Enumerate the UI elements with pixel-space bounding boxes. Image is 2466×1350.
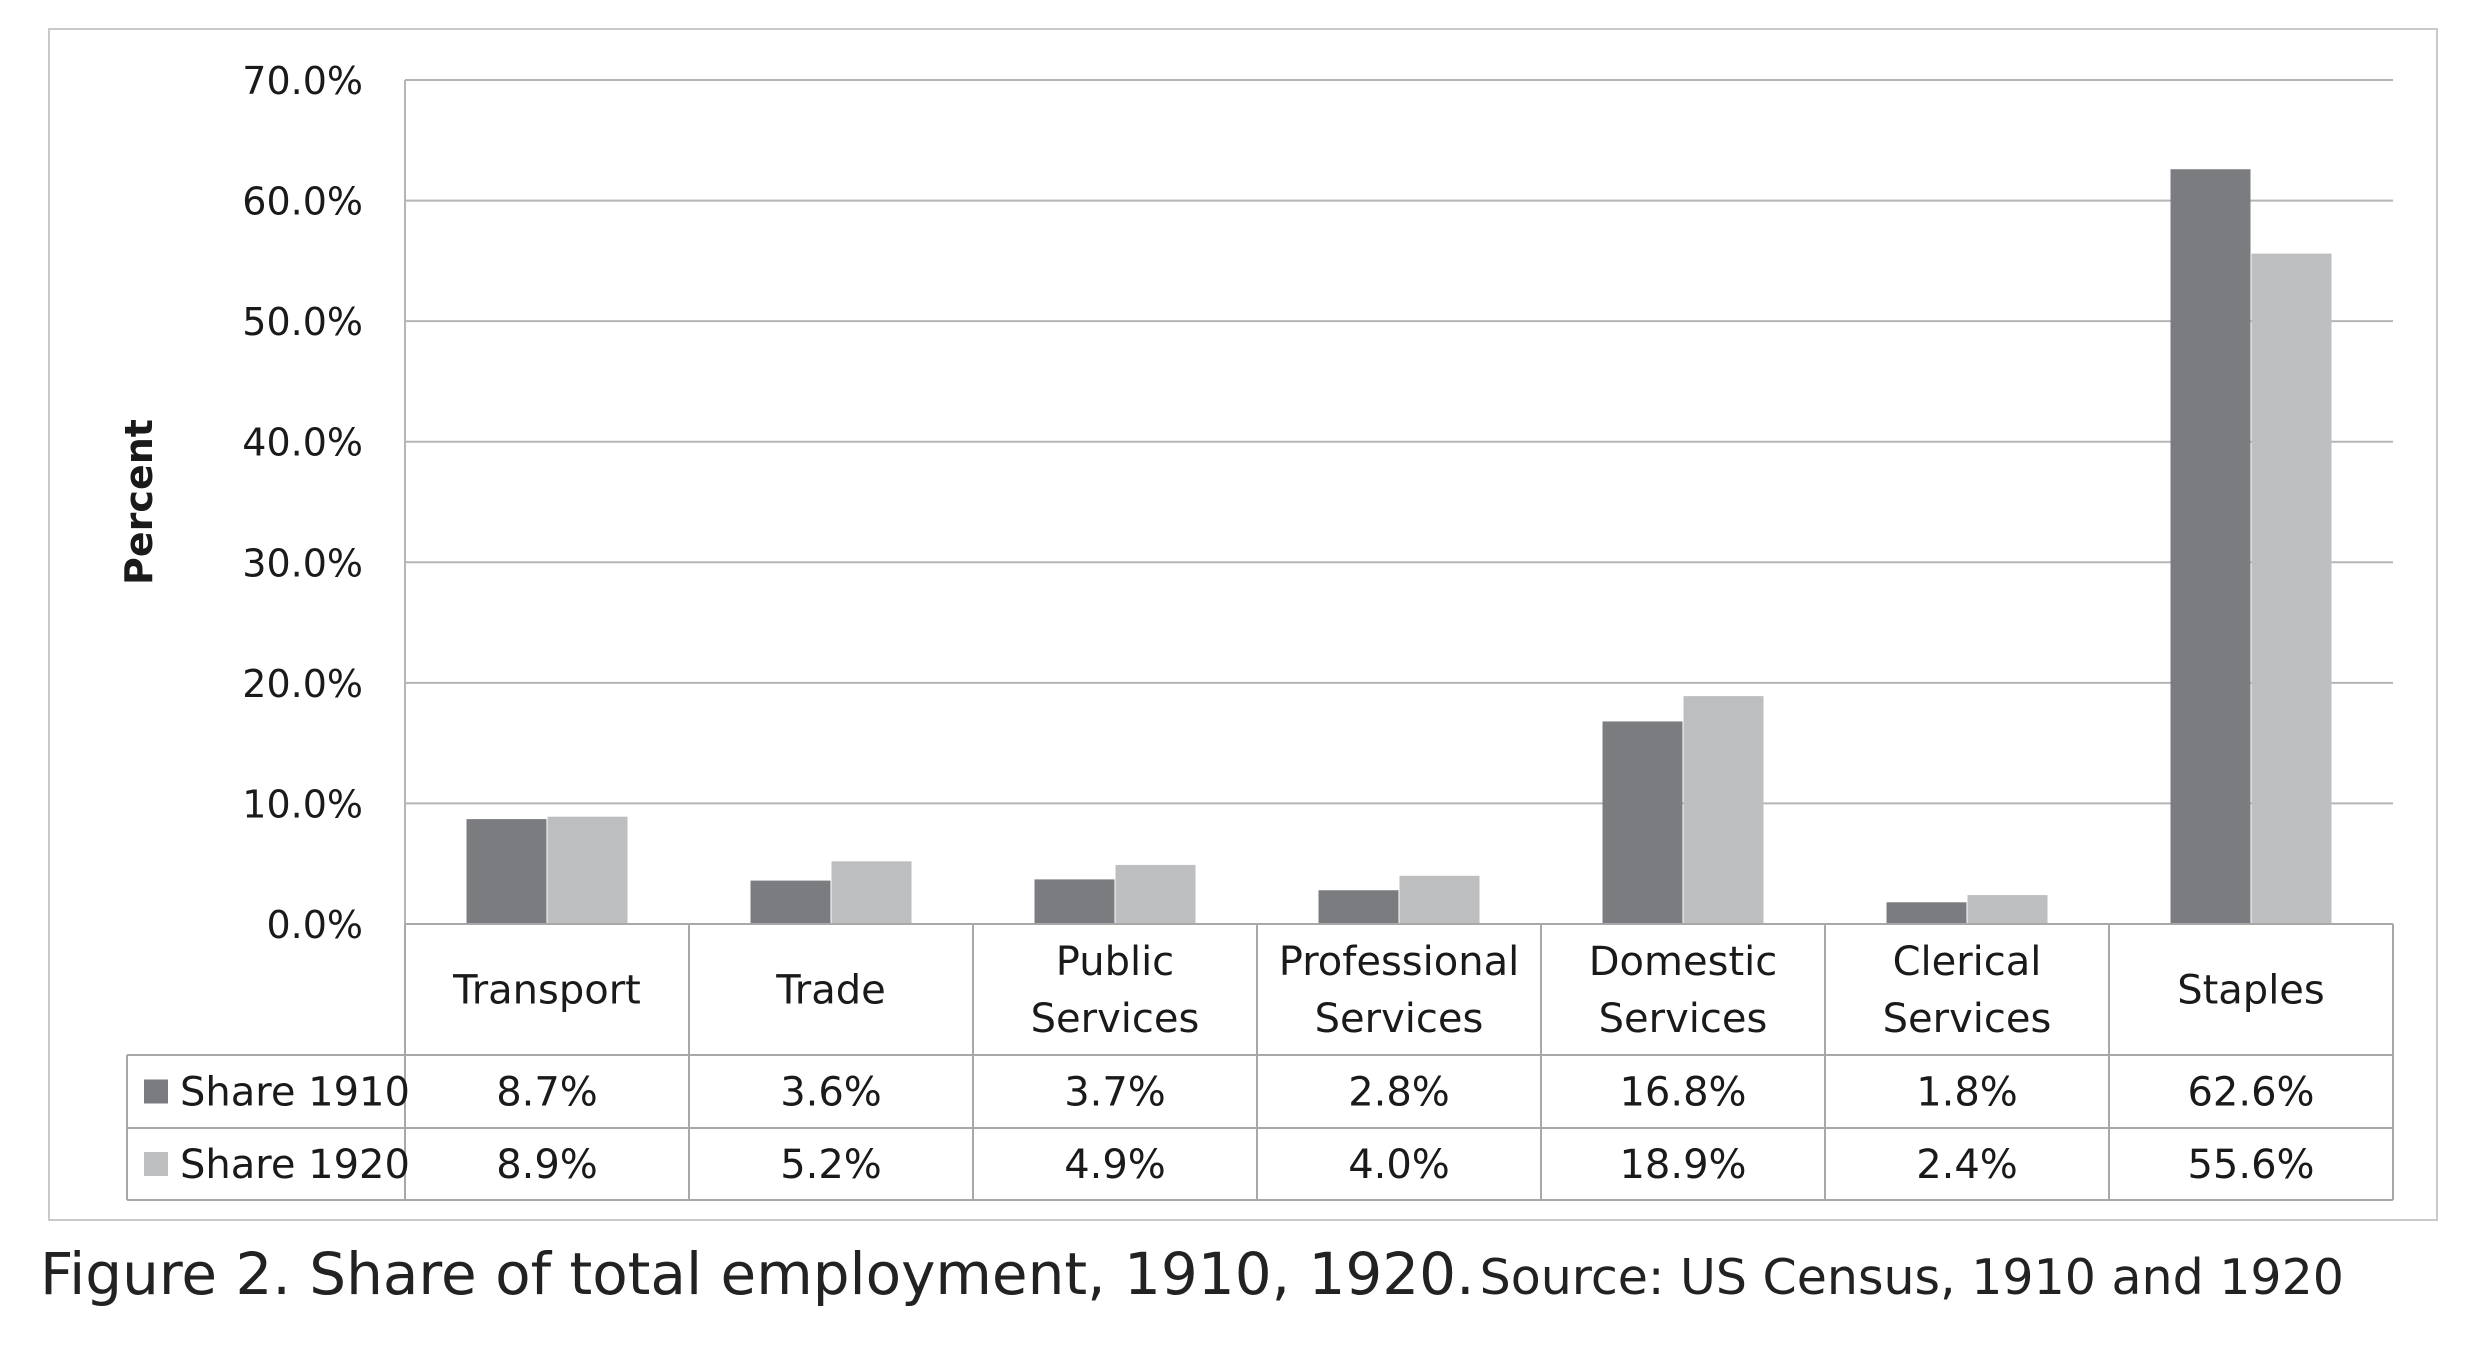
caption-title: Figure 2. Share of total employment, 191… [40, 1240, 1475, 1308]
y-tick-label: 40.0% [242, 421, 363, 465]
category-label-6: Clerical [1893, 939, 2042, 985]
data-label-1-2: 3.6% [780, 1070, 882, 1116]
bar-2-4 [1399, 875, 1480, 924]
category-label-3: Services [1031, 996, 1200, 1042]
caption-source: Source: US Census, 1910 and 1920 [1479, 1249, 2344, 1306]
bar-1-6 [1886, 902, 1967, 924]
bar-1-5 [1602, 721, 1683, 924]
category-label-4: Professional [1279, 939, 1519, 985]
bar-1-1 [466, 819, 547, 924]
category-label-6: Services [1883, 996, 2052, 1042]
category-label-7: Staples [2177, 968, 2325, 1014]
data-label-1-3: 3.7% [1064, 1070, 1166, 1116]
data-label-1-1: 8.7% [496, 1070, 598, 1116]
category-label-2: Trade [775, 968, 886, 1014]
figure-caption: Figure 2. Share of total employment, 191… [40, 1240, 2344, 1308]
bar-1-7 [2170, 169, 2251, 925]
legend-swatch-2 [144, 1152, 168, 1176]
data-label-1-6: 1.8% [1916, 1070, 2018, 1116]
bar-2-1 [547, 816, 628, 924]
category-label-4: Services [1315, 996, 1484, 1042]
data-label-2-3: 4.9% [1064, 1142, 1166, 1188]
bar-2-5 [1683, 696, 1764, 924]
legend-swatch-1 [144, 1079, 168, 1104]
data-label-1-7: 62.6% [2187, 1070, 2314, 1116]
y-axis-title: Percent [117, 419, 161, 585]
data-label-1-4: 2.8% [1348, 1070, 1450, 1116]
category-label-5: Services [1599, 996, 1768, 1042]
y-tick-label: 10.0% [242, 782, 363, 826]
bar-1-3 [1034, 879, 1115, 924]
data-label-2-1: 8.9% [496, 1142, 598, 1188]
category-label-5: Domestic [1589, 939, 1777, 985]
bar-1-4 [1318, 890, 1399, 924]
bar-1-2 [750, 880, 831, 924]
bar-chart: 0.0% 10.0% 20.0% 30.0% 40.0% 50.0% 60.0% 70.0% P… [117, 59, 2394, 1201]
data-label-2-7: 55.6% [2187, 1142, 2314, 1188]
y-tick-label: 30.0% [242, 541, 363, 585]
legend-label-1: Share 1910 [180, 1070, 410, 1116]
y-tick-label: 20.0% [242, 662, 363, 706]
data-label-2-4: 4.0% [1348, 1142, 1450, 1188]
category-label-3: Public [1056, 939, 1174, 985]
bar-2-7 [2251, 253, 2332, 924]
category-label-1: Transport [452, 968, 641, 1014]
bar-2-6 [1967, 895, 2048, 924]
bar-2-2 [831, 861, 912, 924]
data-label-1-5: 16.8% [1619, 1070, 1746, 1116]
legend-label-2: Share 1920 [180, 1142, 410, 1188]
chart-frame [48, 28, 2438, 1221]
y-tick-label: 70.0% [242, 59, 363, 103]
y-tick-label: 60.0% [242, 180, 363, 224]
data-label-2-2: 5.2% [780, 1142, 882, 1188]
y-tick-label: 50.0% [242, 300, 363, 344]
data-label-2-5: 18.9% [1619, 1142, 1746, 1188]
bar-2-3 [1115, 864, 1196, 924]
data-label-2-6: 2.4% [1916, 1142, 2018, 1188]
y-tick-label: 0.0% [266, 903, 363, 947]
